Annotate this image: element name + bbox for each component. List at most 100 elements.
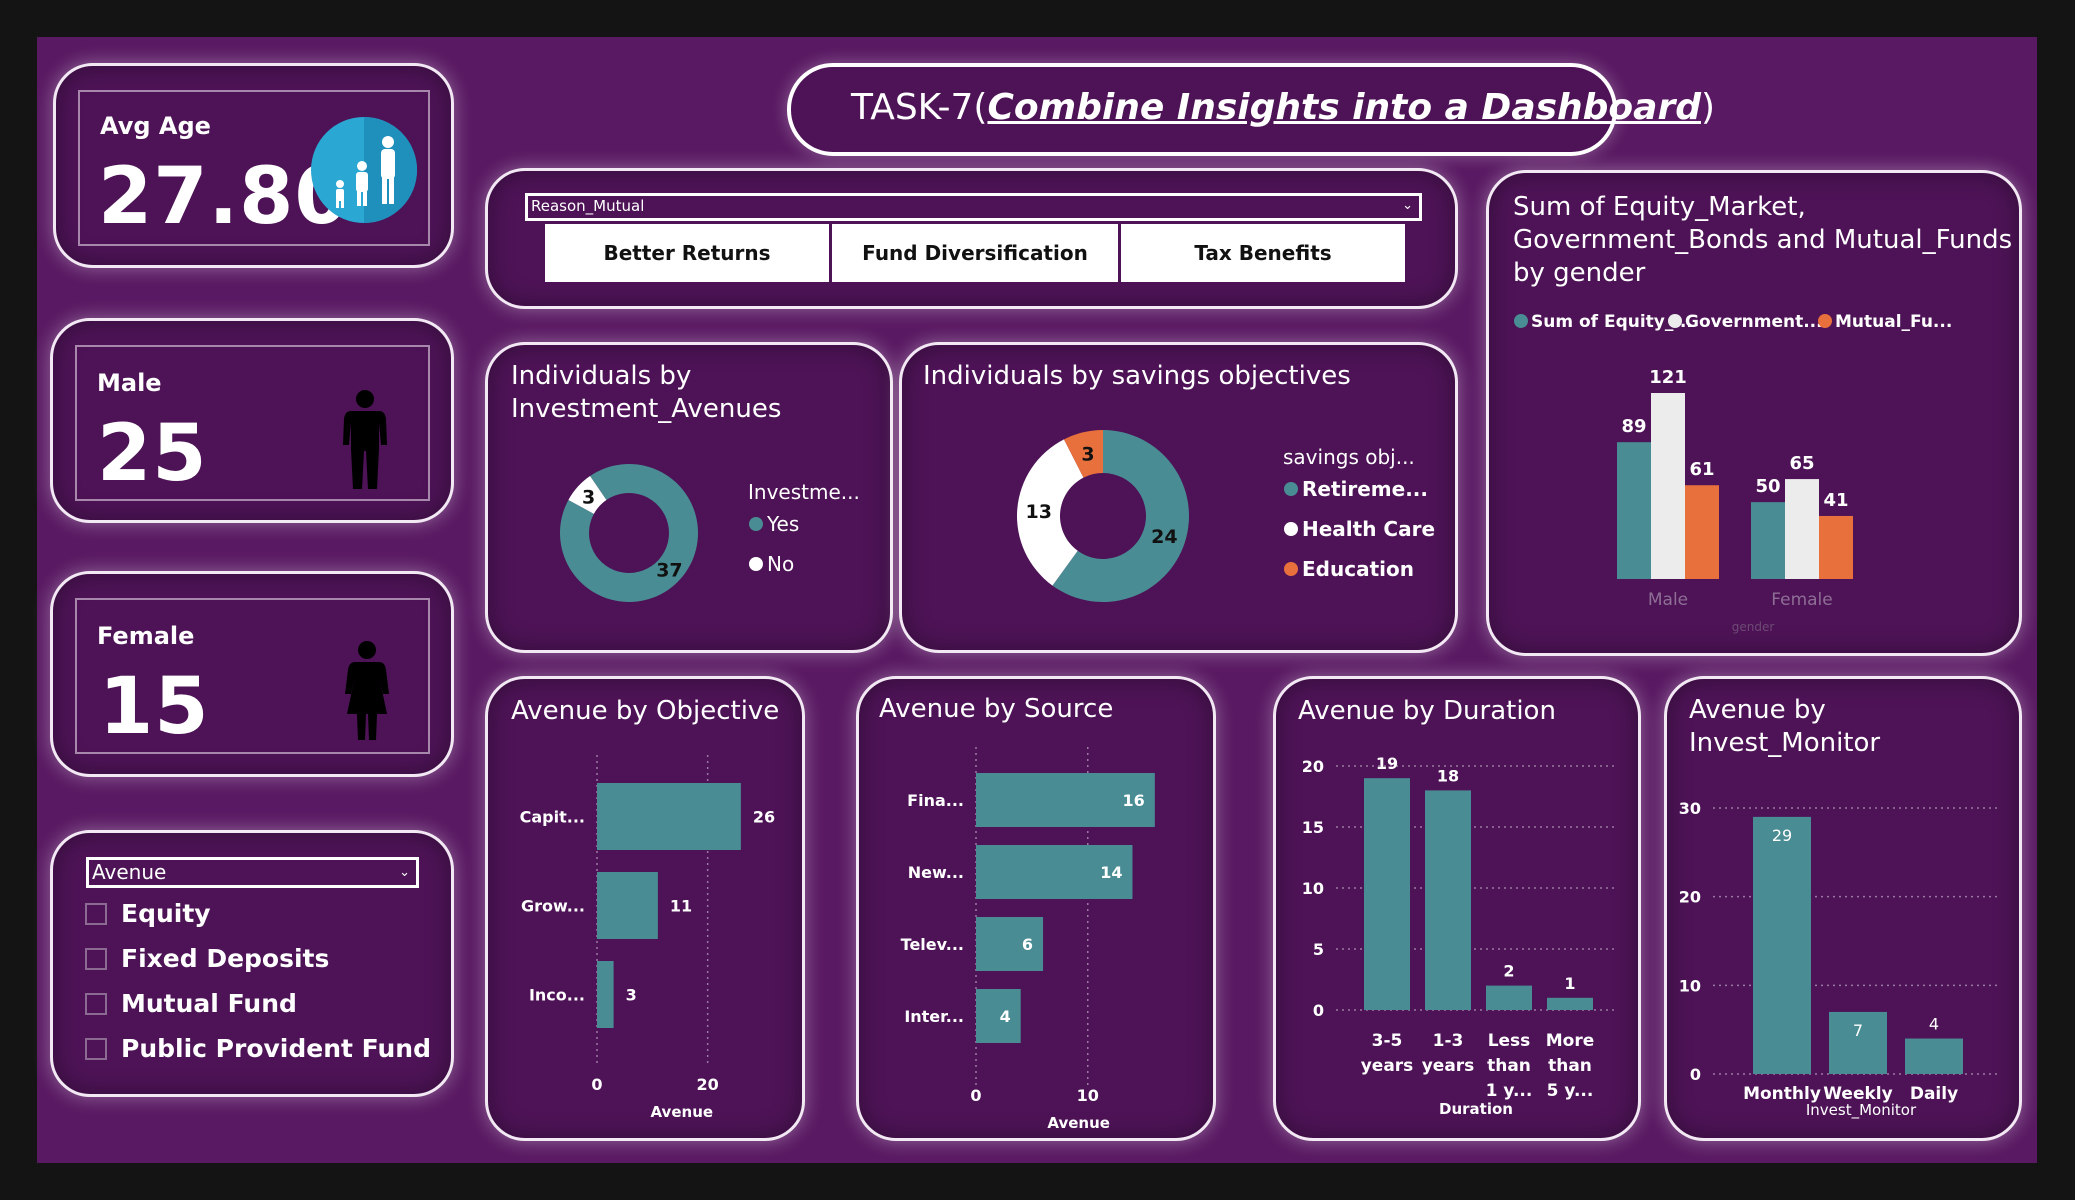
data-label: 3 xyxy=(582,486,595,508)
category-label: Monthly xyxy=(1743,1084,1821,1104)
duration-bar-chart: 0 5 10 15 20 19 3-5 years 18 1-3 years 2 Less than 1 y… xyxy=(1302,754,1616,1118)
category-label: More xyxy=(1546,1031,1595,1051)
data-label: 29 xyxy=(1772,826,1792,845)
reason-slicer-card: Reason_Mutual ⌄ Better Returns Fund Diver… xyxy=(485,168,1458,309)
bar xyxy=(1753,816,1811,1074)
tick-label: 5 xyxy=(1313,940,1324,959)
tick-label: 30 xyxy=(1679,799,1701,818)
tick-label: 20 xyxy=(697,1075,719,1094)
data-label: 1 xyxy=(1564,974,1575,993)
data-label: 24 xyxy=(1151,526,1177,548)
male-value: 25 xyxy=(97,409,208,499)
family-icon xyxy=(311,117,417,223)
checkbox[interactable] xyxy=(85,947,107,970)
tile-fund-diversification[interactable]: Fund Diversification xyxy=(832,224,1118,282)
checkbox[interactable] xyxy=(85,992,107,1015)
legend-label: Government... xyxy=(1685,312,1823,332)
investment-avenues-donut: 37 3 Investme... Yes No xyxy=(560,464,860,602)
data-label: 4 xyxy=(1000,1007,1011,1026)
legend-marker xyxy=(1514,314,1528,328)
legend-marker xyxy=(1818,314,1832,328)
category-label: Telev... xyxy=(901,935,964,954)
tile-better-returns[interactable]: Better Returns xyxy=(545,224,829,282)
data-label: 41 xyxy=(1823,490,1848,511)
bar xyxy=(1364,778,1410,1010)
male-card: Male 25 xyxy=(50,318,454,523)
avenue-option-mutual-fund[interactable]: Mutual Fund xyxy=(85,989,297,1018)
bar xyxy=(1751,502,1785,579)
reason-slicer-dropdown[interactable]: Reason_Mutual ⌄ xyxy=(525,193,1422,221)
data-label: 121 xyxy=(1649,367,1687,388)
legend-marker xyxy=(749,517,763,531)
category-label: New... xyxy=(908,863,964,882)
tile-tax-benefits[interactable]: Tax Benefits xyxy=(1121,224,1405,282)
donut-slice xyxy=(560,464,698,602)
title-prefix: TASK-7( xyxy=(851,87,988,128)
investment-avenues-card: Individuals by Investment_Avenues 37 3 Inv… xyxy=(485,342,893,653)
avenue-option-equity[interactable]: Equity xyxy=(85,899,211,928)
tick-label: Male xyxy=(1648,590,1688,610)
data-label: 89 xyxy=(1621,416,1646,437)
tick-label: 0 xyxy=(1313,1001,1324,1020)
axis-label: Avenue xyxy=(1047,1114,1110,1132)
axis-label: Invest_Monitor xyxy=(1806,1101,1917,1120)
category-label: Less xyxy=(1488,1031,1531,1051)
bar xyxy=(1486,985,1532,1010)
category-label: Fina... xyxy=(907,791,964,810)
category-label: Daily xyxy=(1910,1084,1958,1104)
savings-objectives-donut: 24 13 3 savings obj... Retireme... Health Car… xyxy=(1017,430,1435,602)
bar xyxy=(597,783,741,850)
chart-title: Individuals by Investment_Avenues xyxy=(511,361,782,424)
legend-label: Retireme... xyxy=(1302,477,1428,501)
data-label: 18 xyxy=(1437,766,1459,785)
bar xyxy=(597,961,614,1028)
data-label: 16 xyxy=(1123,791,1145,810)
avenue-option-ppf[interactable]: Public Provident Fund xyxy=(85,1034,431,1063)
data-label: 13 xyxy=(1025,501,1051,523)
category-label: 5 y... xyxy=(1547,1081,1594,1101)
category-label: than xyxy=(1548,1056,1592,1076)
chart-title: Avenue by Invest_Monitor xyxy=(1689,695,1881,758)
objective-bar-chart: 0 20 Capit... 26 Grow... 11 Inco... 3 Avenue xyxy=(520,755,775,1121)
tick-label: 0 xyxy=(591,1075,602,1094)
axis-label: Duration xyxy=(1439,1100,1513,1118)
data-label: 50 xyxy=(1755,476,1780,497)
tick-label: 10 xyxy=(1302,879,1324,898)
data-label: 11 xyxy=(670,897,692,916)
bar xyxy=(1617,442,1651,579)
tick-label: 15 xyxy=(1302,818,1324,837)
bar xyxy=(976,845,1133,899)
legend-marker xyxy=(749,557,763,571)
data-label: 2 xyxy=(1503,962,1514,981)
legend-label: No xyxy=(767,552,794,576)
legend-marker xyxy=(1284,482,1298,496)
title-suffix: ) xyxy=(1700,87,1716,128)
bar xyxy=(976,917,1044,971)
legend-marker xyxy=(1284,522,1298,536)
legend-label: Yes xyxy=(766,512,799,536)
chart-title: Individuals by savings objectives xyxy=(923,361,1351,391)
bar xyxy=(1829,1011,1887,1074)
donut-slice xyxy=(1017,439,1084,586)
checkbox[interactable] xyxy=(85,1037,107,1060)
tick-label: 20 xyxy=(1679,888,1701,907)
tick-label: Female xyxy=(1771,590,1832,610)
legend-label: Sum of Equity_... xyxy=(1531,312,1693,332)
bar xyxy=(976,989,1021,1043)
avg-age-value: 27.80 xyxy=(98,152,350,242)
chart-title: Avenue by Objective xyxy=(511,696,780,726)
woman-icon xyxy=(345,641,389,740)
gender-bar-chart: Sum of Equity_...Government... Mutual_Fu.… xyxy=(1514,312,1952,634)
duration-chart-card: Avenue by Duration 0 5 10 15 20 19 3-5 years 18 1… xyxy=(1273,676,1641,1141)
category-label: Weekly xyxy=(1823,1084,1892,1104)
avenue-option-fixed-deposits[interactable]: Fixed Deposits xyxy=(85,944,329,973)
bar xyxy=(1905,1038,1963,1074)
checkbox[interactable] xyxy=(85,902,107,925)
bar xyxy=(1685,485,1719,579)
source-bar-chart: 0 10 Fina... 16 New... 14 Telev... 6 Inter... 4 Av… xyxy=(901,747,1155,1132)
data-label: 19 xyxy=(1376,754,1398,773)
donut-slice xyxy=(1063,430,1103,478)
donut-slice xyxy=(1052,430,1189,602)
legend-label: Health Care xyxy=(1302,517,1435,541)
avenue-slicer-dropdown[interactable]: Avenue ⌄ xyxy=(86,857,419,888)
